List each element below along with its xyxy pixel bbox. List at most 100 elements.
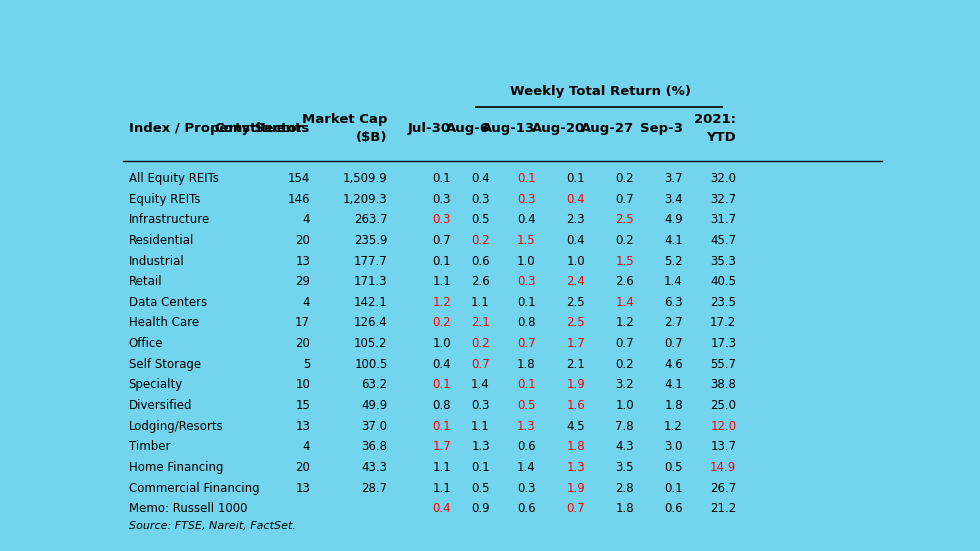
Text: 1.2: 1.2 [664,420,683,433]
Text: 31.7: 31.7 [710,213,736,226]
Text: 20: 20 [295,234,310,247]
Text: 1.5: 1.5 [517,234,536,247]
Text: 1.1: 1.1 [432,482,451,495]
Text: 29: 29 [295,275,310,288]
Text: 0.4: 0.4 [566,193,585,206]
Text: 17.2: 17.2 [710,316,736,329]
Text: 0.1: 0.1 [517,296,536,309]
Text: Retail: Retail [128,275,163,288]
Text: 0.3: 0.3 [471,193,490,206]
Text: 0.7: 0.7 [615,193,634,206]
Text: 7.8: 7.8 [615,420,634,433]
Text: Industrial: Industrial [128,255,184,268]
Text: 0.1: 0.1 [432,420,451,433]
Text: 0.3: 0.3 [517,275,536,288]
Text: Residential: Residential [128,234,194,247]
Text: 2.5: 2.5 [566,316,585,329]
Text: 0.3: 0.3 [471,399,490,412]
Text: 4.5: 4.5 [566,420,585,433]
Text: 0.4: 0.4 [566,234,585,247]
Text: 0.3: 0.3 [517,193,536,206]
Text: Specialty: Specialty [128,379,183,391]
Text: 4.3: 4.3 [615,440,634,453]
Text: 4: 4 [303,213,310,226]
Text: Aug-20: Aug-20 [532,122,585,135]
Text: Home Financing: Home Financing [128,461,223,474]
Text: 0.5: 0.5 [664,461,683,474]
Text: Market Cap: Market Cap [302,113,387,126]
Text: Memo: Russell 1000: Memo: Russell 1000 [128,502,247,515]
Text: 100.5: 100.5 [354,358,387,371]
Text: 1.8: 1.8 [517,358,536,371]
Text: 17.3: 17.3 [710,337,736,350]
Text: 1.2: 1.2 [615,316,634,329]
Text: 2.1: 2.1 [566,358,585,371]
Text: 1.8: 1.8 [566,440,585,453]
Text: 3.4: 3.4 [664,193,683,206]
Text: 0.7: 0.7 [566,502,585,515]
Text: 4.6: 4.6 [664,358,683,371]
Text: 1.1: 1.1 [471,296,490,309]
Text: 1.8: 1.8 [615,502,634,515]
Text: 0.6: 0.6 [517,502,536,515]
Text: Aug-27: Aug-27 [581,122,634,135]
Text: 6.3: 6.3 [664,296,683,309]
Text: All Equity REITs: All Equity REITs [128,172,219,185]
Text: Office: Office [128,337,164,350]
Text: 0.1: 0.1 [517,172,536,185]
Text: Constituents: Constituents [215,122,310,135]
Text: 20: 20 [295,461,310,474]
Text: Health Care: Health Care [128,316,199,329]
Text: 0.3: 0.3 [517,482,536,495]
Text: 63.2: 63.2 [362,379,387,391]
Text: 1,209.3: 1,209.3 [343,193,387,206]
Text: 0.1: 0.1 [432,172,451,185]
Text: 28.7: 28.7 [362,482,387,495]
Text: 0.2: 0.2 [471,337,490,350]
Text: ($B): ($B) [356,131,387,144]
Text: 0.5: 0.5 [471,213,490,226]
Text: 14.9: 14.9 [710,461,736,474]
Text: 5: 5 [303,358,310,371]
Text: 1.0: 1.0 [615,399,634,412]
Text: 43.3: 43.3 [362,461,387,474]
Text: Sep-3: Sep-3 [640,122,683,135]
Text: 10: 10 [295,379,310,391]
Text: 4.1: 4.1 [664,234,683,247]
Text: 0.1: 0.1 [432,379,451,391]
Text: 0.6: 0.6 [471,255,490,268]
Text: 40.5: 40.5 [710,275,736,288]
Text: 3.7: 3.7 [664,172,683,185]
Text: YTD: YTD [707,131,736,144]
Text: 4.9: 4.9 [664,213,683,226]
Text: 0.2: 0.2 [615,172,634,185]
Text: 263.7: 263.7 [354,213,387,226]
Text: Data Centers: Data Centers [128,296,207,309]
Text: 0.1: 0.1 [432,255,451,268]
Text: 1.6: 1.6 [566,399,585,412]
Text: 1.7: 1.7 [432,440,451,453]
Text: 13: 13 [295,255,310,268]
Text: 2.3: 2.3 [566,213,585,226]
Text: 1.2: 1.2 [432,296,451,309]
Text: 26.7: 26.7 [710,482,736,495]
Text: Aug-6: Aug-6 [446,122,490,135]
Text: 126.4: 126.4 [354,316,387,329]
Text: 4: 4 [303,440,310,453]
Text: 15: 15 [295,399,310,412]
Text: 38.8: 38.8 [710,379,736,391]
Text: 0.2: 0.2 [615,234,634,247]
Text: 0.8: 0.8 [517,316,536,329]
Text: 1.3: 1.3 [517,420,536,433]
Text: 0.1: 0.1 [664,482,683,495]
Text: 35.3: 35.3 [710,255,736,268]
Text: Equity REITs: Equity REITs [128,193,200,206]
Text: 0.7: 0.7 [664,337,683,350]
Text: 2.7: 2.7 [664,316,683,329]
Text: 0.3: 0.3 [432,193,451,206]
Text: 2.5: 2.5 [566,296,585,309]
Text: 1.4: 1.4 [471,379,490,391]
Text: Jul-30: Jul-30 [408,122,451,135]
Text: 1.4: 1.4 [615,296,634,309]
Text: 1.9: 1.9 [566,482,585,495]
